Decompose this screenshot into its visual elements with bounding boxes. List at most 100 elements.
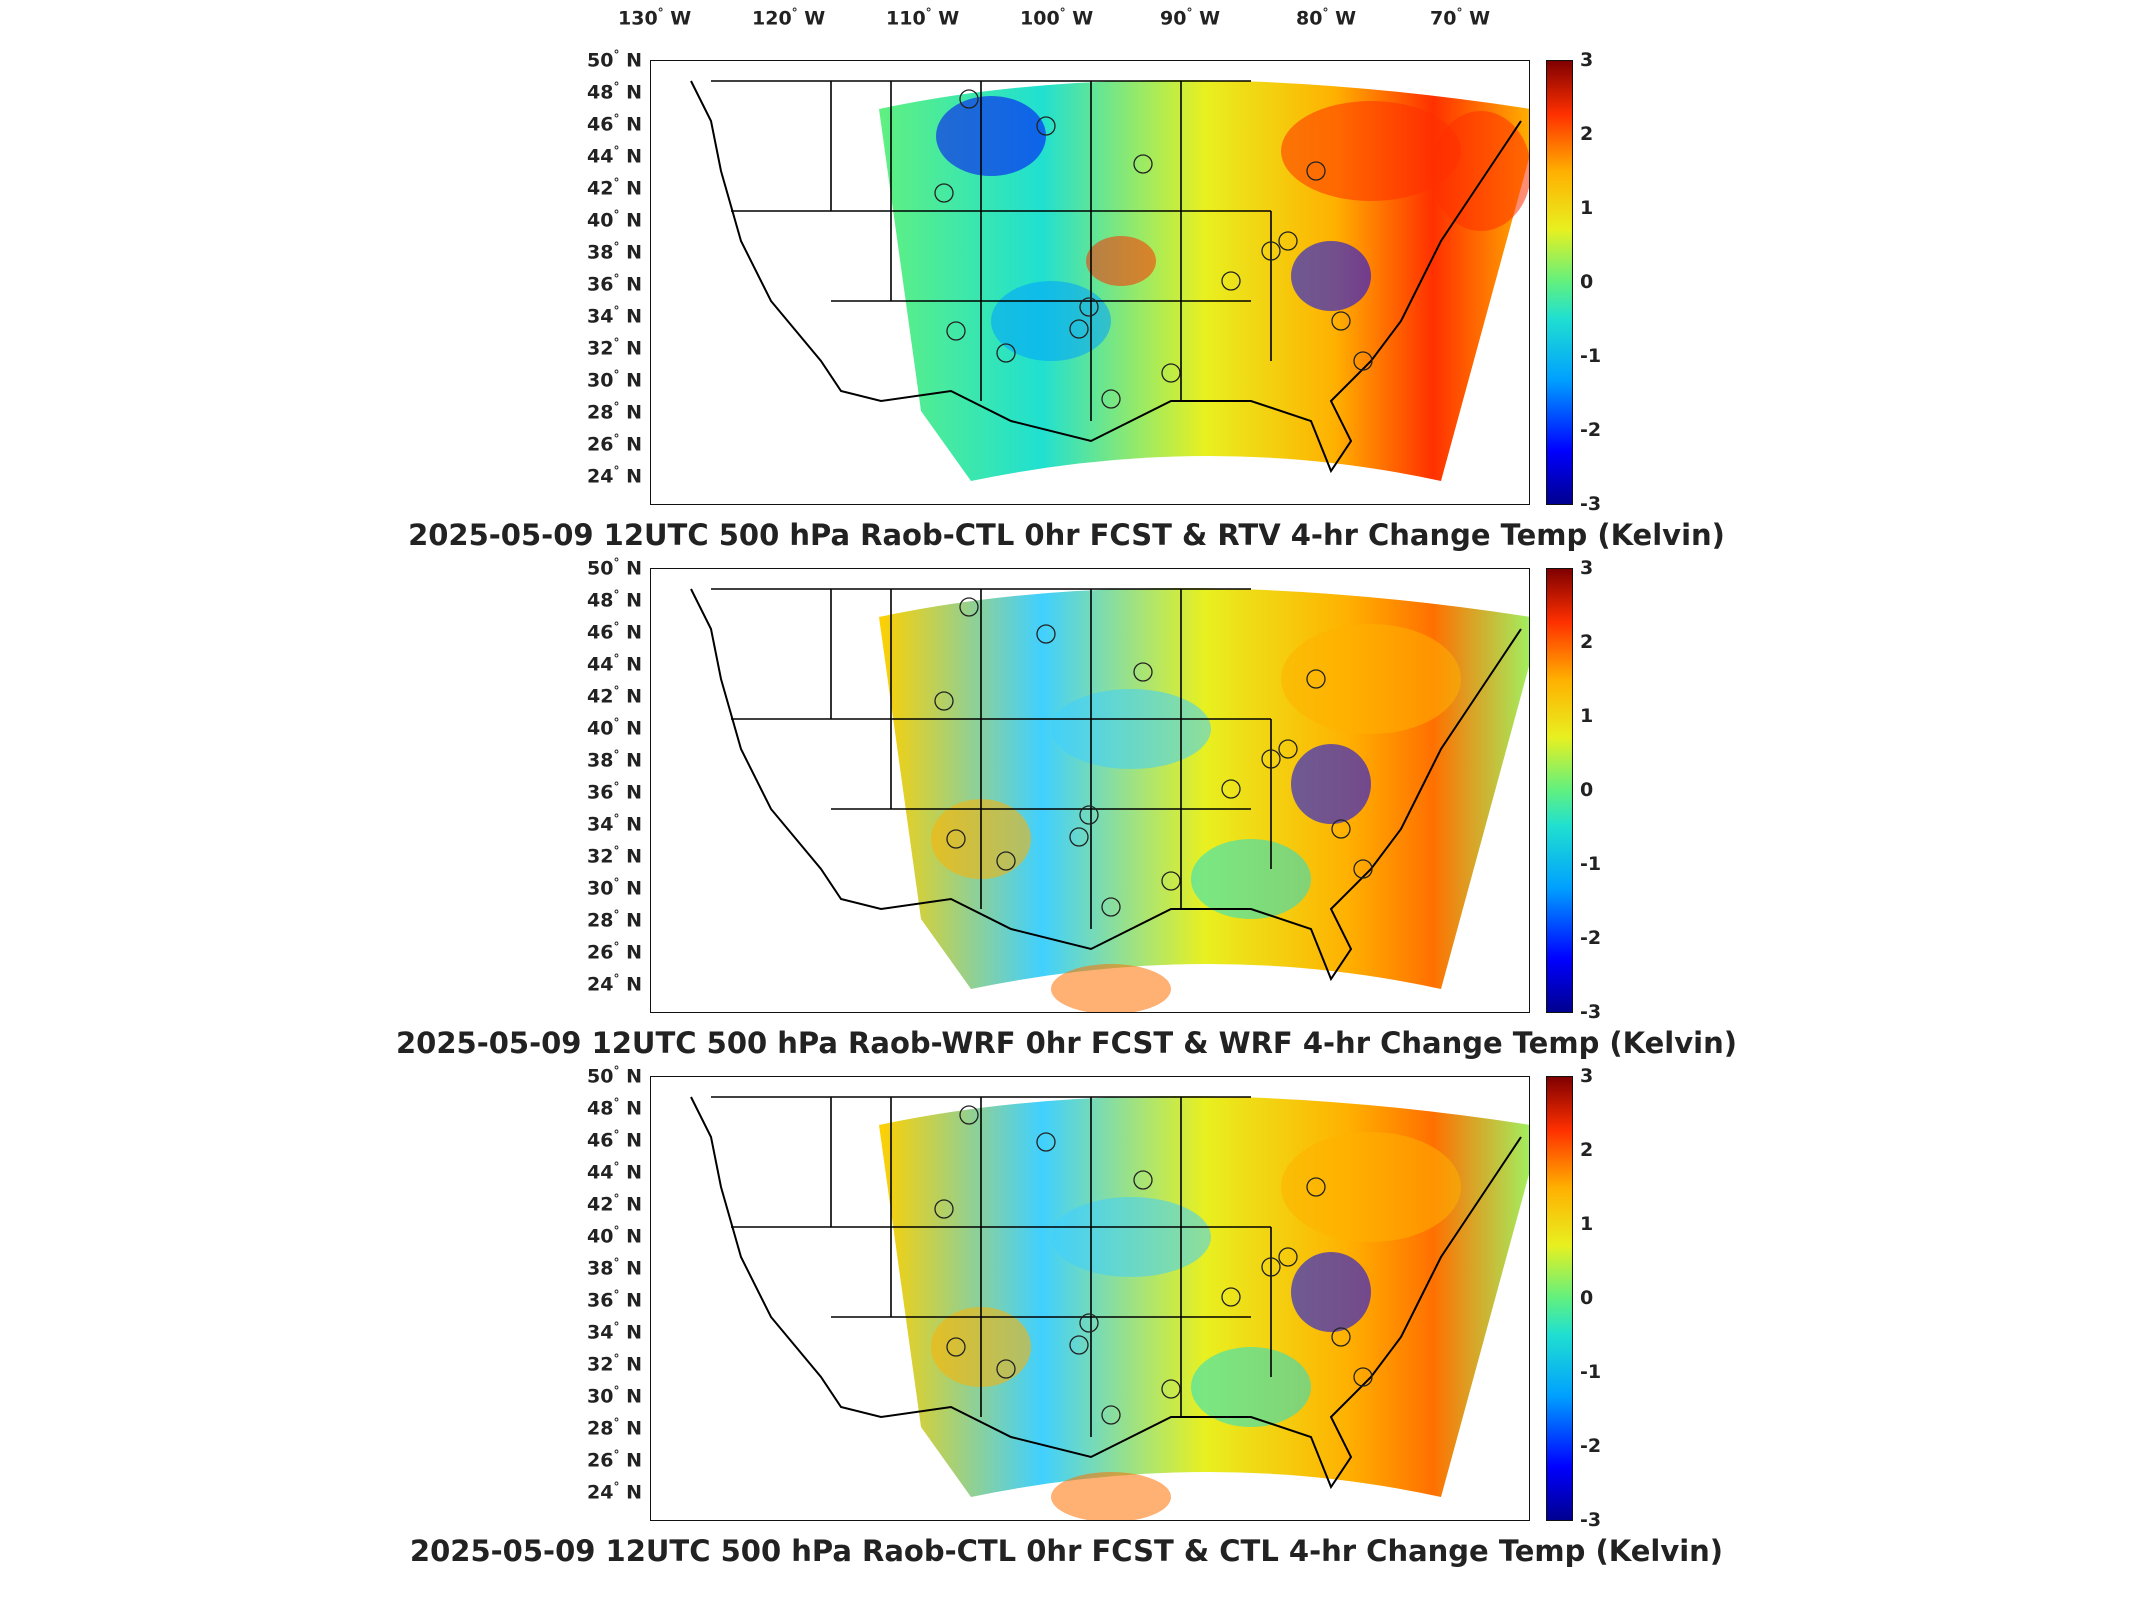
- anomaly-region: [1086, 236, 1156, 286]
- anomaly-region: [1291, 241, 1371, 311]
- lat-label: 30° N: [587, 368, 642, 392]
- state-borders: [711, 588, 1272, 929]
- colorbar-tick-label: 2: [1580, 123, 1594, 145]
- colorbar-tick-label: -3: [1580, 1001, 1602, 1023]
- colorbar-tick-label: -3: [1580, 1509, 1602, 1531]
- lat-label: 48° N: [587, 588, 642, 612]
- colorbar-tick-label: 2: [1580, 1139, 1594, 1161]
- raob-station-marker: [1353, 859, 1373, 879]
- map-panel-1: 50° N 48° N 46° N 44° N 42° N 40° N 38° N 36° N…: [0, 48, 2133, 580]
- lat-label: 48° N: [587, 80, 642, 104]
- raob-station-marker: [996, 343, 1016, 363]
- colorbar-tick-label: 0: [1580, 271, 1594, 293]
- lon-label: 90° W: [1160, 6, 1221, 30]
- raob-station-marker: [1079, 1313, 1099, 1333]
- lat-label: 32° N: [587, 336, 642, 360]
- raob-station-marker: [1331, 311, 1351, 331]
- raob-station-marker: [1221, 271, 1241, 291]
- coastline: [690, 1096, 1522, 1490]
- anomaly-region: [1281, 1132, 1461, 1242]
- raob-station-marker: [1133, 1170, 1153, 1190]
- lat-label: 34° N: [587, 304, 642, 328]
- colorbar-tick-label: 2: [1580, 631, 1594, 653]
- lat-label: 38° N: [587, 240, 642, 264]
- anomaly-region: [1291, 744, 1371, 824]
- coastline: [690, 80, 1522, 474]
- panel-title: 2025-05-09 12UTC 500 hPa Raob-CTL 0hr FC…: [409, 1534, 1724, 1568]
- lon-label: 110° W: [886, 6, 960, 30]
- state-borders: [711, 80, 1272, 421]
- raob-station-marker: [1306, 161, 1326, 181]
- lat-label: 28° N: [587, 1416, 642, 1440]
- anomaly-region: [1431, 111, 1529, 231]
- raob-station-marker: [946, 1337, 966, 1357]
- colorbar-tick-label: 3: [1580, 49, 1594, 71]
- lat-label: 30° N: [587, 876, 642, 900]
- temperature-map: [650, 1076, 1530, 1521]
- raob-station-marker: [1261, 1257, 1281, 1277]
- colorbar: [1546, 568, 1573, 1013]
- lat-label: 46° N: [587, 1128, 642, 1152]
- colorbar-tick-label: -1: [1580, 853, 1602, 875]
- anomaly-region: [1051, 1197, 1211, 1277]
- raob-station-marker: [934, 1199, 954, 1219]
- lat-label: 44° N: [587, 144, 642, 168]
- lat-label: 32° N: [587, 1352, 642, 1376]
- colorbar-tick-label: -2: [1580, 927, 1602, 949]
- raob-station-marker: [1221, 779, 1241, 799]
- lat-label: 40° N: [587, 716, 642, 740]
- raob-station-marker: [946, 829, 966, 849]
- lat-label: 40° N: [587, 1224, 642, 1248]
- raob-station-marker: [1331, 1327, 1351, 1347]
- lat-label: 48° N: [587, 1096, 642, 1120]
- lat-label: 36° N: [587, 1288, 642, 1312]
- anomaly-region: [1281, 624, 1461, 734]
- raob-station-marker: [1133, 662, 1153, 682]
- anomaly-region: [1291, 1252, 1371, 1332]
- lat-label: 50° N: [587, 1064, 642, 1088]
- lat-label: 46° N: [587, 112, 642, 136]
- lat-label: 50° N: [587, 556, 642, 580]
- panel-title: 2025-05-09 12UTC 500 hPa Raob-CTL 0hr FC…: [408, 518, 1725, 552]
- anomaly-region: [1051, 1472, 1171, 1520]
- raob-station-marker: [959, 1105, 979, 1125]
- colorbar-tick-label: 1: [1580, 705, 1594, 727]
- temperature-map: [650, 60, 1530, 505]
- raob-station-marker: [1261, 241, 1281, 261]
- lat-label: 26° N: [587, 1448, 642, 1472]
- raob-station-marker: [1353, 1367, 1373, 1387]
- raob-station-marker: [1101, 389, 1121, 409]
- colorbar: [1546, 1076, 1573, 1521]
- raob-station-marker: [1221, 1287, 1241, 1307]
- raob-station-marker: [1353, 351, 1373, 371]
- lat-label: 36° N: [587, 272, 642, 296]
- lat-label: 26° N: [587, 432, 642, 456]
- raob-station-marker: [946, 321, 966, 341]
- lat-label: 24° N: [587, 464, 642, 488]
- lon-label: 120° W: [752, 6, 826, 30]
- raob-station-marker: [1306, 1177, 1326, 1197]
- raob-station-marker: [1069, 319, 1089, 339]
- lat-label: 28° N: [587, 400, 642, 424]
- anomaly-region: [1051, 689, 1211, 769]
- raob-station-marker: [1261, 749, 1281, 769]
- anomaly-region: [991, 281, 1111, 361]
- lon-label: 80° W: [1296, 6, 1357, 30]
- colorbar-tick-label: 0: [1580, 779, 1594, 801]
- lat-label: 46° N: [587, 620, 642, 644]
- raob-station-marker: [959, 89, 979, 109]
- lon-label: 70° W: [1430, 6, 1491, 30]
- colorbar: [1546, 60, 1573, 505]
- raob-station-marker: [1069, 1335, 1089, 1355]
- raob-station-marker: [996, 851, 1016, 871]
- lat-label: 24° N: [587, 972, 642, 996]
- raob-station-marker: [1331, 819, 1351, 839]
- colorbar-tick-label: 1: [1580, 1213, 1594, 1235]
- longitude-axis: 130° W 120° W 110° W 100° W 90° W 80° W …: [0, 0, 2133, 40]
- raob-station-marker: [1278, 1247, 1298, 1267]
- colorbar-tick-label: 1: [1580, 197, 1594, 219]
- raob-station-marker: [1278, 739, 1298, 759]
- temperature-map: [650, 568, 1530, 1013]
- lat-label: 42° N: [587, 1192, 642, 1216]
- lat-label: 32° N: [587, 844, 642, 868]
